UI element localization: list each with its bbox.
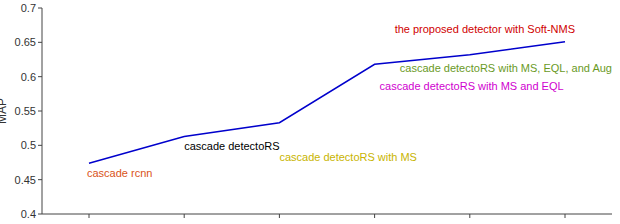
svg-text:cascade detectoRS with MS, EQL: cascade detectoRS with MS, EQL, and Aug [400,62,612,74]
svg-text:MAP: MAP [8,98,9,124]
svg-text:0.45: 0.45 [15,174,36,186]
svg-text:cascade detectoRS with MS: cascade detectoRS with MS [279,151,417,163]
svg-text:0.55: 0.55 [15,105,36,117]
svg-text:cascade detectoRS with MS and: cascade detectoRS with MS and EQL [380,80,564,92]
svg-text:0.4: 0.4 [21,208,36,220]
svg-text:cascade detectoRS: cascade detectoRS [184,140,279,152]
svg-text:cascade rcnn: cascade rcnn [87,167,152,179]
svg-text:0.5: 0.5 [21,139,36,151]
svg-text:0.6: 0.6 [21,71,36,83]
svg-text:0.7: 0.7 [21,2,36,14]
svg-text:0.65: 0.65 [15,36,36,48]
svg-text:the proposed detector with Sof: the proposed detector with Soft-NMS [395,23,575,35]
